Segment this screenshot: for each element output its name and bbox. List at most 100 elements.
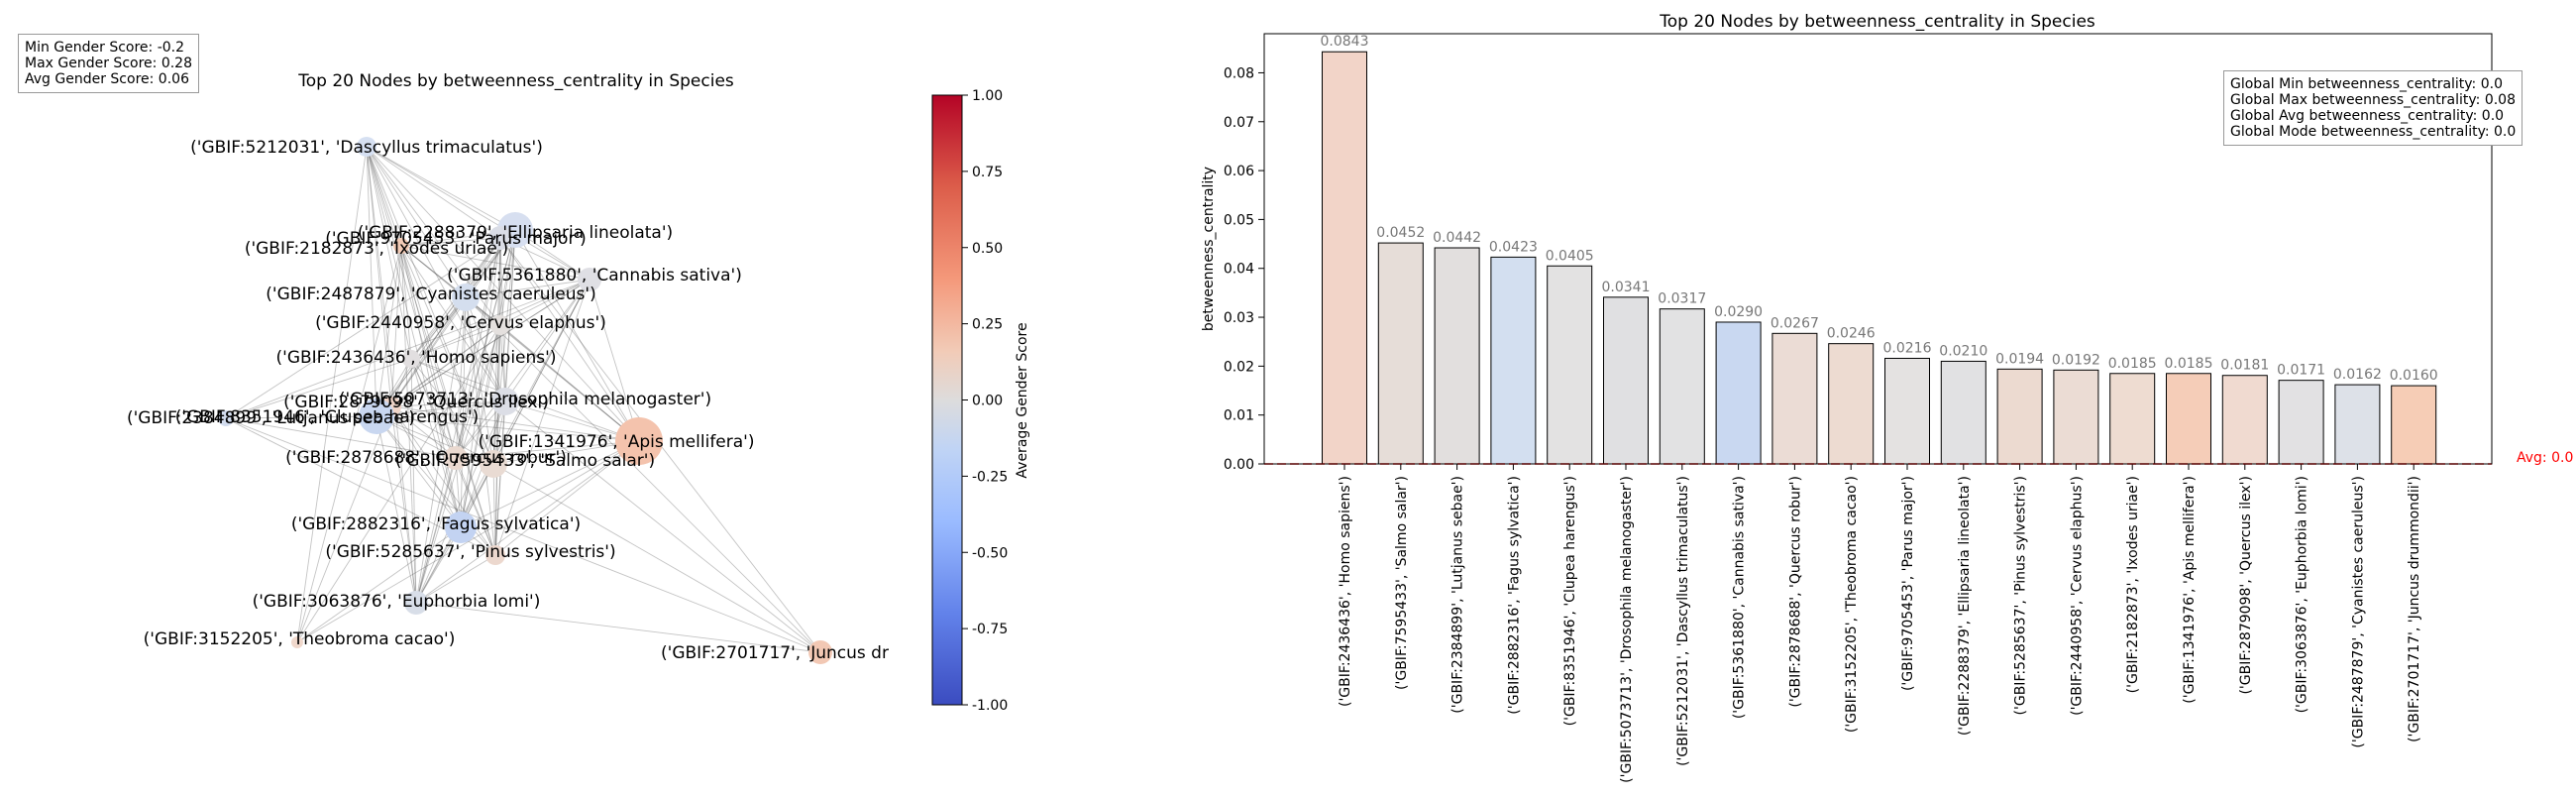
- network-edge: [400, 245, 506, 402]
- y-tick-label: 0.06: [1224, 164, 1254, 179]
- network-edge: [376, 415, 494, 465]
- network-edge: [465, 296, 506, 402]
- network-edge: [455, 237, 501, 459]
- network-node: [490, 315, 510, 335]
- x-tick-label: ('GBIF:5285637', 'Pinus sylvestris'): [2013, 476, 2029, 715]
- network-edge: [410, 358, 462, 528]
- network-edge: [415, 440, 640, 604]
- network-node: [578, 268, 601, 291]
- colorbar-gradient: [931, 94, 963, 706]
- bar: [2166, 373, 2211, 465]
- network-edge: [376, 237, 501, 417]
- network-edge: [390, 405, 462, 528]
- colorbar-tick-label: 0.25: [972, 317, 1003, 333]
- stat-line: Min Gender Score: -0.2: [25, 40, 185, 56]
- network-edge: [415, 554, 496, 604]
- network-node-label: ('GBIF:3063876', 'Euphorbia lomi'): [253, 592, 541, 612]
- network-edge: [376, 400, 506, 417]
- network-node-labels: ('GBIF:5212031', 'Dascyllus trimaculatus…: [127, 138, 889, 663]
- bar-chart: Top 20 Nodes by betweenness_centrality i…: [1201, 12, 2573, 783]
- network-node-label: ('GBIF:2288379', 'Ellipsaria lineolata'): [358, 223, 673, 243]
- network-edge: [390, 296, 467, 407]
- network-edge: [296, 324, 501, 643]
- stat-line: Global Mode betweenness_centrality: 0.0: [2230, 124, 2517, 140]
- bar: [1490, 256, 1537, 465]
- network-edge: [225, 417, 821, 653]
- network-edge: [366, 146, 412, 360]
- bar-value-label: 0.0216: [1883, 340, 1932, 356]
- x-tick-label: ('GBIF:2701717', 'Juncus drummondii'): [2407, 476, 2422, 742]
- stat-line: Avg Gender Score: 0.06: [25, 71, 189, 87]
- x-tick-label: ('GBIF:5212031', 'Dascyllus trimaculatus…: [1675, 476, 1691, 766]
- stat-line: Global Min betweenness_centrality: 0.0: [2230, 76, 2503, 92]
- y-tick-label: 0.00: [1224, 457, 1254, 473]
- network-edge: [492, 229, 516, 465]
- colorbar-tick-label: -0.25: [972, 469, 1008, 485]
- network-edge: [376, 245, 402, 417]
- bar-value-label: 0.0171: [2277, 363, 2325, 379]
- network-edge: [225, 415, 377, 419]
- bar-value-label: 0.0442: [1433, 230, 1481, 246]
- bar-value-label: 0.0210: [1939, 343, 1987, 359]
- network-edge: [499, 279, 590, 326]
- bar: [1434, 247, 1480, 465]
- network-node-label: ('GBIF:2879098', 'Quercus ilex'): [283, 393, 549, 412]
- network-edge: [494, 400, 506, 556]
- network-node-label: ('GBIF:2701717', 'Juncus dr: [661, 643, 889, 663]
- network-edge: [400, 245, 640, 442]
- network-edge: [415, 237, 501, 604]
- network-edge: [366, 146, 590, 281]
- x-tick-label: ('GBIF:9705453', 'Parus major'): [1900, 476, 1916, 691]
- bar-value-label: 0.0181: [2220, 358, 2269, 374]
- network-edge: [455, 296, 467, 459]
- network-edge: [376, 415, 417, 604]
- network-edge: [410, 358, 506, 402]
- network-edge: [296, 526, 462, 643]
- x-tick-label: ('GBIF:2879098', 'Quercus ilex'): [2238, 476, 2254, 695]
- global-stats-box: Global Min betweenness_centrality: 0.0 G…: [2223, 70, 2523, 146]
- colorbar-tick-label: 0.00: [972, 394, 1003, 409]
- network-node-label: ('GBIF:2182873', 'Ixodes uriae'): [245, 239, 508, 259]
- colorbar: 1.00 0.75 0.50 0.25 0.00 -0.25 -0.50 -0.75 -1.00…: [931, 88, 1030, 714]
- network-edge: [366, 146, 494, 465]
- network-edge: [400, 245, 412, 360]
- network-node: [488, 226, 512, 250]
- network-node-label: ('GBIF:5212031', 'Dascyllus trimaculatus…: [190, 138, 543, 158]
- average-line-label: Avg: 0.0: [2517, 450, 2573, 466]
- network-edge: [366, 146, 640, 442]
- bar-value-label: 0.0162: [2333, 367, 2382, 383]
- gender-score-stats: Min Gender Score: -0.2 Max Gender Score:…: [18, 34, 199, 93]
- stat-line: Global Avg betweenness_centrality: 0.0: [2230, 108, 2505, 124]
- network-edge: [460, 440, 640, 528]
- network-edge: [492, 279, 590, 465]
- y-axis: 0.00 0.01 0.02 0.03 0.04 0.05 0.06 0.07 0.08: [1224, 65, 1264, 473]
- colorbar-tick-label: 0.75: [972, 165, 1003, 180]
- network-edge: [589, 279, 640, 442]
- network-edge: [455, 457, 496, 556]
- bar-value-label: 0.0843: [1321, 34, 1369, 50]
- network-edge: [390, 405, 640, 442]
- network-node-label: ('GBIF:2487879', 'Cyanistes caeruleus'): [266, 285, 595, 304]
- network-edge: [504, 279, 590, 402]
- x-tick-label: ('GBIF:7595433', 'Salmo salar'): [1394, 476, 1410, 690]
- x-tick-label: ('GBIF:2384899', 'Lutjanus sebae'): [1450, 476, 1466, 714]
- network-node-label: ('GBIF:2440958', 'Cervus elaphus'): [315, 313, 606, 333]
- y-tick-label: 0.07: [1224, 115, 1254, 131]
- network-edge: [400, 245, 462, 528]
- bar-value-label: 0.0160: [2390, 368, 2438, 384]
- bar: [1547, 265, 1593, 465]
- bar-value-label: 0.0185: [2108, 356, 2157, 372]
- network-node-label: ('GBIF:5285637', 'Pinus sylvestris'): [325, 542, 615, 562]
- network-edge: [455, 324, 501, 459]
- network-graph: Top 20 Nodes by betweenness_centrality i…: [127, 71, 889, 664]
- network-edge: [415, 400, 506, 604]
- y-tick-label: 0.01: [1224, 408, 1254, 424]
- network-edge: [390, 405, 457, 459]
- network-edge: [390, 405, 494, 465]
- network-node-label: ('GBIF:9705453', 'Parus major'): [325, 229, 587, 249]
- network-node: [404, 591, 428, 615]
- network-edge: [499, 324, 640, 442]
- bar-value-label: 0.0290: [1714, 304, 1763, 320]
